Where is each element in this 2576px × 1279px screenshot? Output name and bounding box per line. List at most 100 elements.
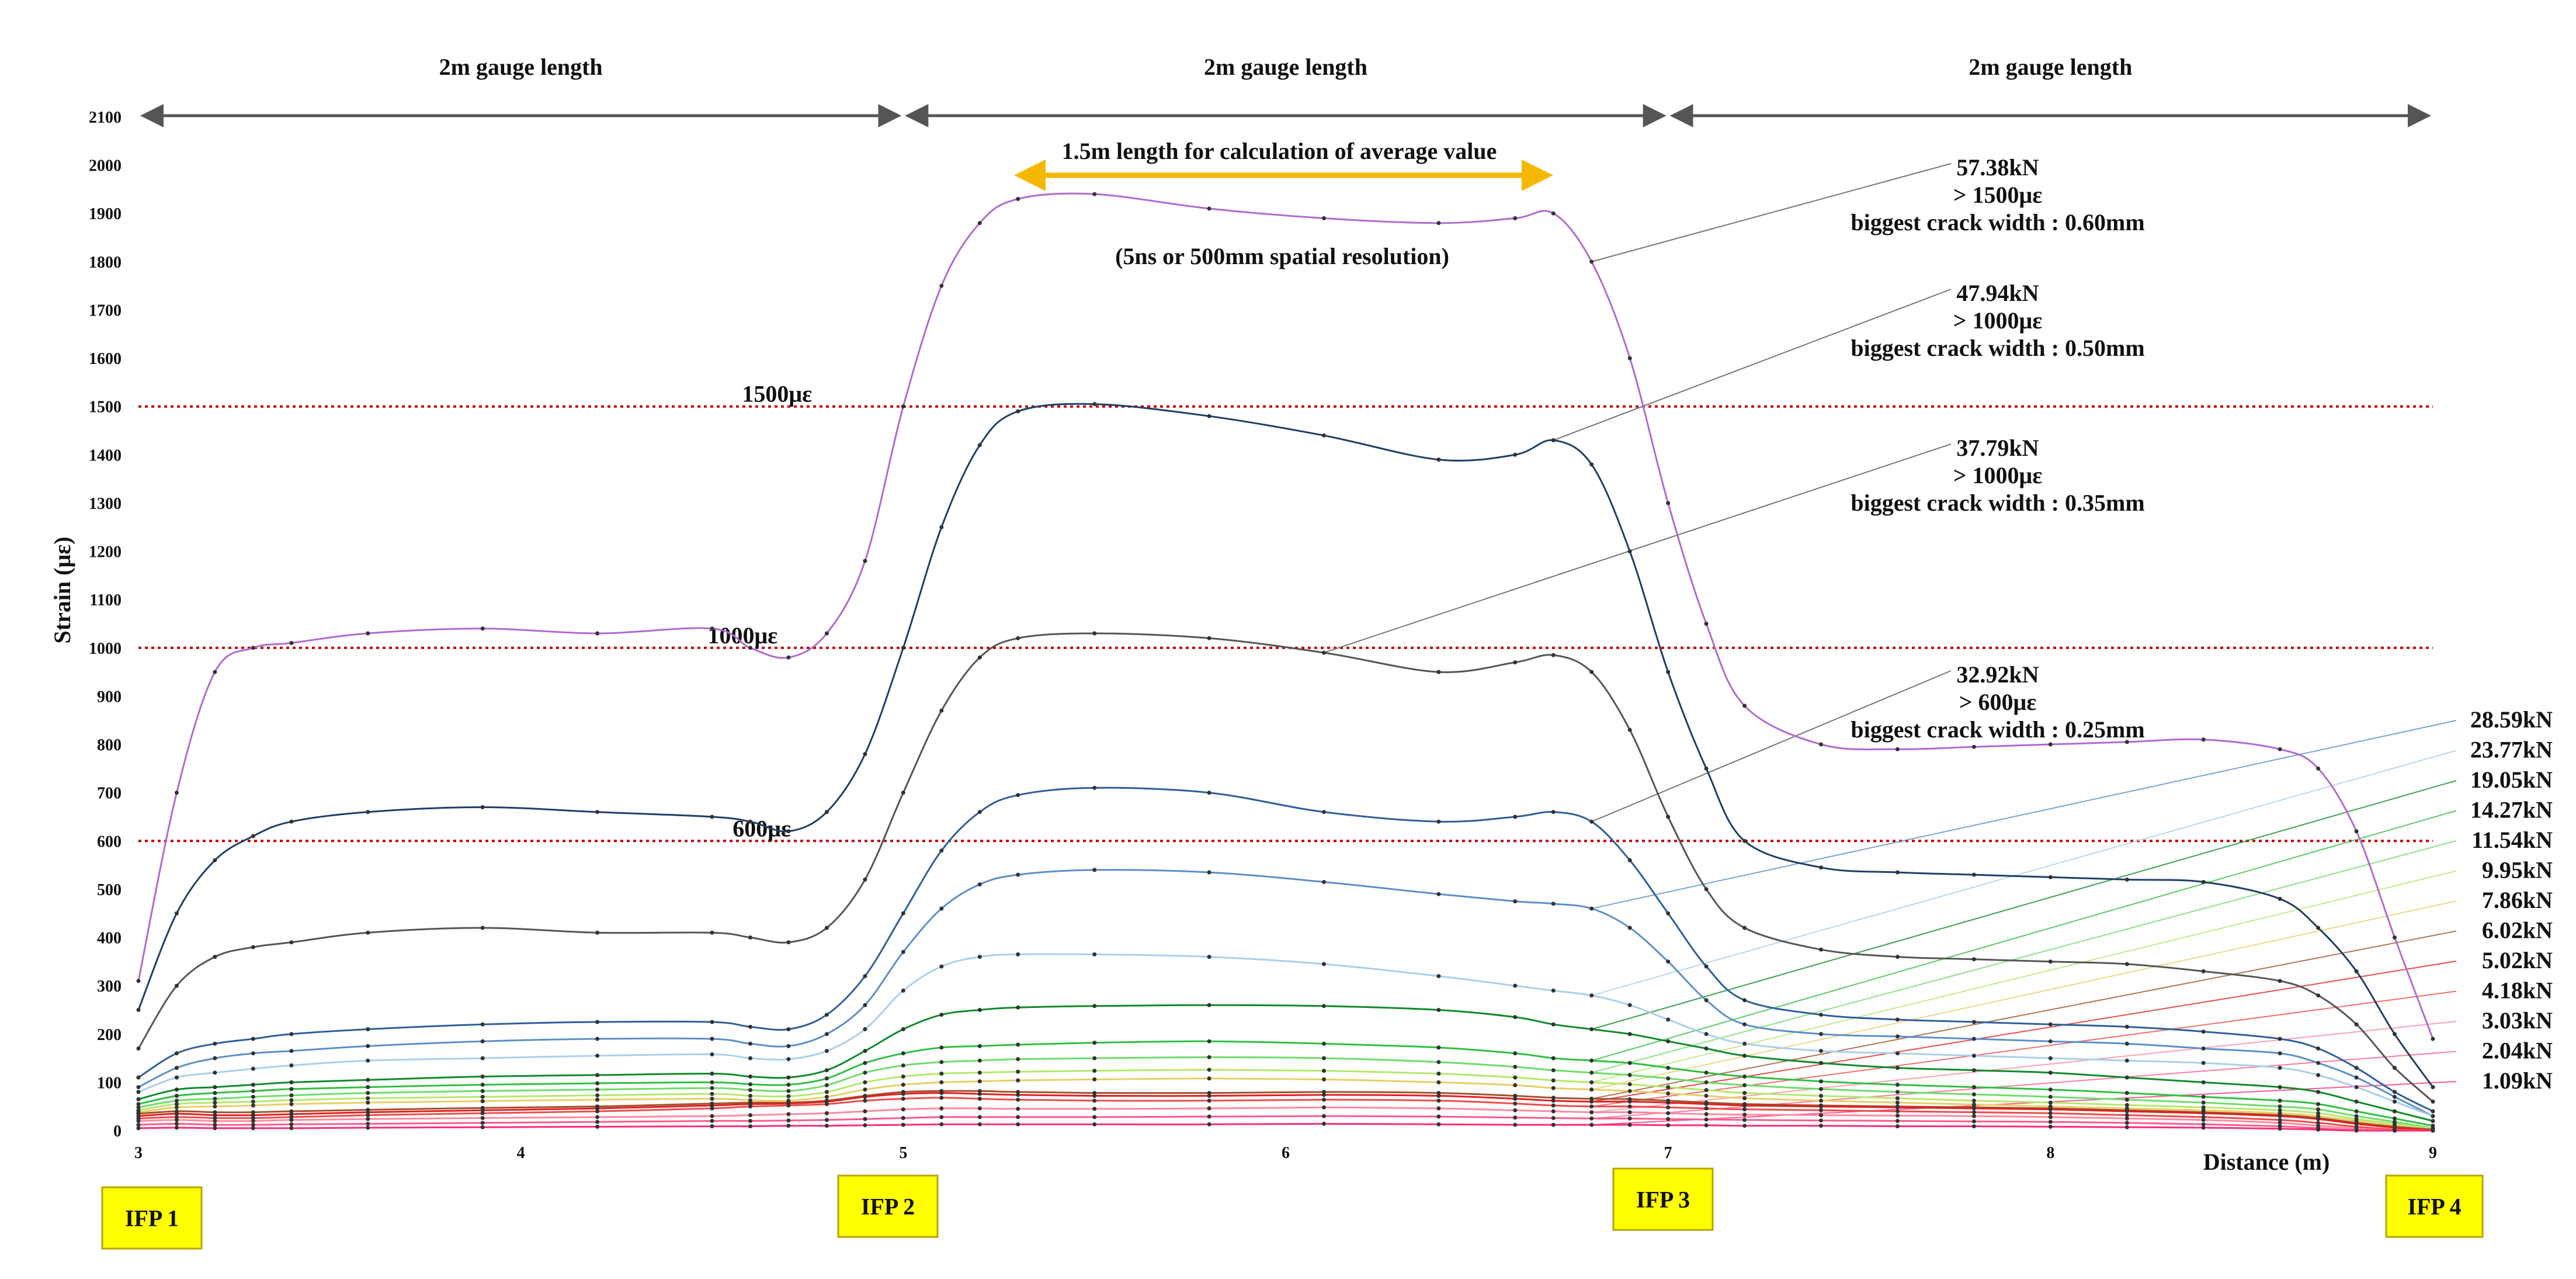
- data-point: [136, 1126, 141, 1131]
- data-point: [480, 1075, 485, 1079]
- data-point: [1016, 1107, 1020, 1111]
- data-point: [786, 1083, 791, 1087]
- data-point: [1016, 1097, 1020, 1102]
- data-point: [2048, 1111, 2053, 1115]
- series-group: [136, 1003, 2435, 1123]
- data-point: [710, 814, 714, 819]
- data-point: [1666, 1076, 1671, 1081]
- data-point: [748, 1113, 752, 1118]
- data-point: [2278, 1114, 2282, 1118]
- data-point: [1666, 1100, 1671, 1105]
- data-point: [1207, 870, 1211, 875]
- data-point: [863, 1027, 867, 1031]
- data-point: [1551, 1078, 1556, 1083]
- data-point: [2431, 1037, 2435, 1041]
- data-point: [1322, 962, 1326, 966]
- data-point: [1092, 1094, 1097, 1098]
- data-point: [1971, 1085, 1976, 1090]
- data-point: [1895, 1017, 1900, 1022]
- data-point: [748, 1088, 752, 1093]
- data-point: [1436, 1098, 1441, 1103]
- data-point: [1704, 1123, 1709, 1128]
- data-point: [1322, 1056, 1326, 1060]
- data-point: [1207, 1055, 1211, 1059]
- data-point: [901, 911, 905, 916]
- data-point: [480, 1039, 485, 1044]
- series-line: [138, 1040, 2433, 1127]
- data-point: [824, 1083, 829, 1087]
- data-point: [824, 1032, 829, 1037]
- load-label: 5.02kN: [2482, 947, 2553, 973]
- data-point: [2048, 1107, 2053, 1112]
- data-point: [824, 1118, 829, 1122]
- data-point: [2393, 1109, 2397, 1114]
- data-point: [1551, 1056, 1556, 1060]
- y-tick-label: 600: [97, 833, 121, 851]
- data-point: [1092, 1056, 1097, 1060]
- series-line: [138, 1106, 2433, 1132]
- load-label: 2.04kN: [2482, 1038, 2553, 1064]
- data-point: [480, 1116, 485, 1120]
- data-point: [251, 1089, 255, 1093]
- ifp-box: [2385, 1174, 2484, 1238]
- data-point: [2393, 1128, 2397, 1133]
- data-point: [1322, 1097, 1326, 1102]
- data-point: [1016, 1090, 1020, 1094]
- data-point: [2354, 1066, 2359, 1070]
- data-point: [2393, 1066, 2397, 1070]
- data-point: [1971, 1053, 1976, 1058]
- data-point: [175, 1115, 179, 1119]
- data-point: [1551, 1068, 1556, 1073]
- y-tick-label: 1100: [90, 591, 121, 609]
- data-point: [863, 559, 867, 563]
- data-point: [289, 1115, 294, 1119]
- data-point: [1742, 1107, 1747, 1112]
- data-point: [2316, 1121, 2321, 1125]
- gauge-length-label: 2m gauge length: [1969, 54, 2132, 80]
- data-point: [1551, 1109, 1556, 1114]
- data-point: [1589, 1080, 1594, 1084]
- data-point: [710, 1091, 714, 1096]
- data-point: [1627, 356, 1632, 361]
- data-point: [1666, 501, 1671, 505]
- data-point: [1589, 1122, 1594, 1127]
- data-point: [2124, 1113, 2129, 1118]
- data-point: [863, 1080, 867, 1084]
- gauge-length-label: 2m gauge length: [439, 54, 603, 80]
- data-point: [595, 1106, 600, 1111]
- data-point: [2431, 1099, 2435, 1104]
- load-label-leader: [1591, 1051, 2457, 1119]
- data-point: [2354, 1022, 2359, 1027]
- data-point: [977, 882, 982, 887]
- data-point: [2201, 969, 2206, 973]
- annotations: 2m gauge length 2m gauge length 2m gauge l…: [140, 54, 2553, 1094]
- load-label: 28.59kN: [2470, 706, 2553, 733]
- data-point: [1704, 998, 1709, 1003]
- data-point: [251, 1103, 255, 1108]
- data-point: [1704, 1080, 1709, 1084]
- series-line: [138, 1097, 2433, 1132]
- data-point: [2201, 1115, 2206, 1119]
- data-point: [786, 1027, 791, 1031]
- data-point: [1551, 988, 1556, 993]
- data-point: [1322, 1041, 1326, 1046]
- load-label: 11.54kN: [2471, 827, 2553, 853]
- data-point: [2431, 1109, 2435, 1114]
- data-point: [824, 631, 829, 636]
- data-point: [1589, 1027, 1594, 1031]
- data-point: [2354, 829, 2359, 834]
- data-point: [748, 1075, 752, 1079]
- data-point: [1092, 1098, 1097, 1103]
- data-point: [2316, 993, 2321, 998]
- data-point: [1742, 1075, 1747, 1079]
- data-point: [1092, 192, 1097, 196]
- threshold-label: 1500με: [742, 381, 812, 407]
- callout-leader: [1324, 443, 1952, 654]
- data-point: [1551, 1116, 1556, 1120]
- data-point: [1971, 1114, 1976, 1118]
- data-point: [939, 1072, 944, 1076]
- data-point: [1666, 1066, 1671, 1070]
- data-point: [1322, 1090, 1326, 1094]
- x-tick-label: 9: [2429, 1144, 2437, 1162]
- data-point: [1551, 211, 1556, 216]
